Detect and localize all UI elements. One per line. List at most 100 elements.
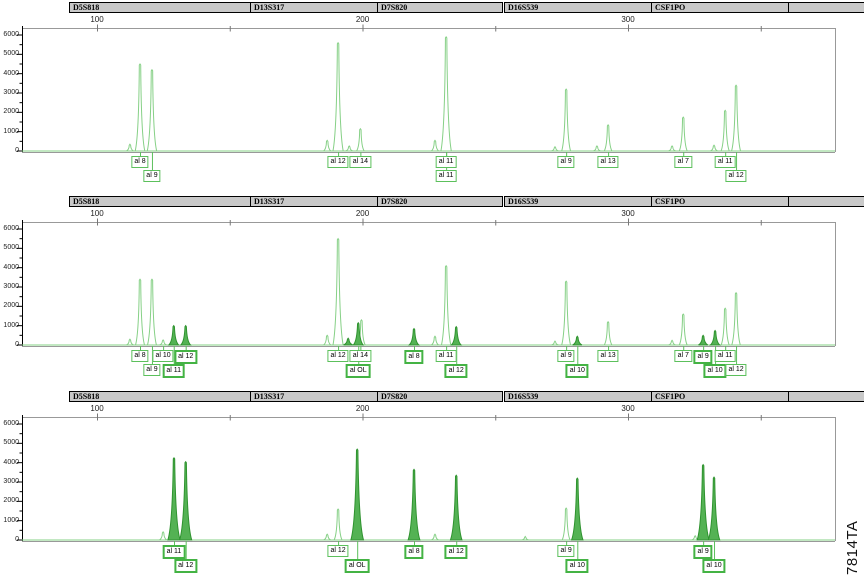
allele-label[interactable]: al 12 [174,350,198,364]
allele-label[interactable]: al 7 [674,350,692,362]
outline-peak [159,531,168,541]
outline-peak [126,338,134,346]
filled-peak [343,337,353,346]
filled-peak [178,460,193,541]
filled-peak [572,335,583,346]
filled-peak [570,477,584,541]
y-axis-tick-label: 5000 [3,439,19,447]
allele-label[interactable]: al 9 [143,170,161,182]
outline-peak [561,280,572,346]
allele-label[interactable]: al 11 [435,170,457,182]
allele-label[interactable]: al 12 [327,545,349,557]
marker-header-d5s818: D5S818 [69,2,251,13]
outline-peak [561,507,571,541]
y-axis-tick-label: 6000 [3,31,19,38]
filled-peak [407,327,421,346]
allele-label[interactable]: al 10 [703,364,727,378]
outline-peak [134,278,146,346]
allele-label[interactable]: al 11 [435,156,457,168]
allele-label[interactable]: al 8 [131,350,149,362]
allele-label[interactable]: al 14 [349,350,371,362]
allele-label[interactable]: al 14 [349,156,371,168]
marker-header-d5s818: D5S818 [69,196,251,207]
panel-3: D5S818 D13S317 D7S820 D16S539 CSF1PO 100 200 30… [0,391,864,576]
marker-header-d13s317: D13S317 [250,196,378,207]
outline-peak [668,339,676,346]
allele-label[interactable]: al 10 [152,350,174,362]
marker-header-d7s820: D7S820 [377,391,503,402]
allele-label[interactable]: al OL [344,559,370,573]
filled-peak [696,463,710,541]
panel-1: D5S818 D13S317 D7S820 D16S539 CSF1PO 100 200 30… [0,2,864,192]
allele-label[interactable]: al 12 [327,156,349,168]
y-axis-tick-label: 6000 [3,225,19,232]
outline-peak [333,508,343,541]
allele-label[interactable]: al 12 [174,559,198,573]
x-axis-tick-label: 300 [621,404,635,413]
allele-label[interactable]: al 10 [702,559,726,573]
x-axis-tick-label: 200 [355,209,370,218]
x-axis-tick-label: 300 [621,209,635,218]
outline-peak [146,278,158,346]
outline-peak [731,291,742,346]
outline-peak [345,145,353,152]
y-axis-tick-label: 4000 [3,458,19,466]
allele-label[interactable]: al OL [345,364,371,378]
filled-peak [708,329,722,346]
allele-label[interactable]: al 9 [557,156,575,168]
outline-peak [323,533,331,541]
marker-header-d16s539: D16S539 [504,196,652,207]
allele-label[interactable]: al 12 [444,364,468,378]
allele-label[interactable]: al 8 [131,156,149,168]
allele-label[interactable]: al 7 [674,156,692,168]
allele-label[interactable]: al 12 [444,545,468,559]
outline-peak [332,237,344,346]
y-axis-tick-label: 1000 [3,516,19,524]
x-axis-tick-label: 100 [90,404,104,413]
allele-label[interactable]: al 12 [725,170,747,182]
allele-label[interactable]: al 9 [143,364,161,376]
allele-label[interactable]: al 8 [404,545,424,559]
outline-peak [440,36,452,152]
outline-peak [551,145,559,152]
outline-peak [720,109,731,152]
allele-label[interactable]: al 12 [327,350,349,362]
allele-label[interactable]: al 8 [404,350,424,364]
y-axis-tick-label: 3000 [3,283,19,290]
y-axis-tick-label: 4000 [3,69,19,77]
allele-label[interactable]: al 9 [693,350,713,364]
allele-label[interactable]: al 11 [162,364,186,378]
marker-header-d16s539: D16S539 [504,2,652,13]
marker-header-csf1po: CSF1PO [651,391,789,402]
marker-header-d5s818: D5S818 [69,391,251,402]
allele-label[interactable]: al 9 [557,350,575,362]
plot-area [17,218,836,365]
allele-label[interactable]: al 11 [435,350,457,362]
allele-label[interactable]: al 11 [714,156,736,168]
allele-label[interactable]: al 12 [725,364,747,376]
allele-label[interactable]: al 10 [565,364,589,378]
x-axis-tick-label: 100 [90,209,104,218]
allele-label[interactable]: al 11 [714,350,736,362]
y-axis-tick-label: 2000 [3,497,19,505]
allele-label[interactable]: al 9 [557,545,575,557]
filled-peak [407,468,421,541]
y-axis-tick-label: 3000 [3,478,19,485]
outline-peak [332,41,344,152]
y-axis-tick-label: 2000 [3,302,19,310]
marker-header-d7s820: D7S820 [377,196,503,207]
outline-peak [134,63,146,152]
allele-label[interactable]: al 9 [693,545,713,559]
outline-peak [593,145,601,152]
outline-peak [521,535,529,541]
allele-label[interactable]: al 13 [597,156,619,168]
allele-label[interactable]: al 10 [565,559,589,573]
outline-peak [720,307,731,346]
allele-label[interactable]: al 11 [162,545,186,559]
y-axis-tick-label: 6000 [3,420,19,427]
plot-area [17,413,836,560]
x-axis-tick-label: 300 [621,15,635,24]
allele-label[interactable]: al 13 [597,350,619,362]
y-axis-tick-label: 2000 [3,108,19,116]
